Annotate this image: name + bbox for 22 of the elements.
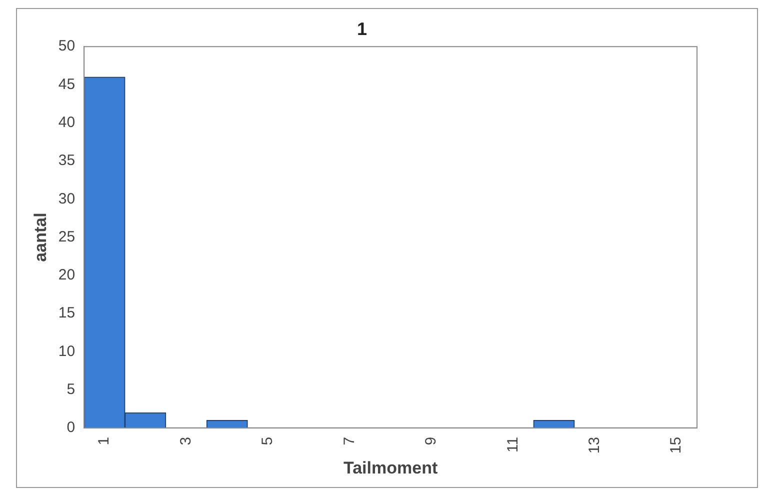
- y-tick-label: 0: [66, 419, 76, 436]
- x-tick-label: 3: [177, 436, 194, 446]
- y-tick-label: 45: [58, 76, 76, 93]
- y-tick-label: 50: [58, 38, 76, 55]
- y-tick-label: 15: [58, 304, 76, 322]
- chart-title: 1: [356, 18, 368, 39]
- y-tick-label: 40: [58, 114, 76, 132]
- y-tick-label: 35: [58, 152, 76, 170]
- x-tick-label: 9: [422, 436, 440, 446]
- x-tick-label: 11: [504, 436, 522, 452]
- x-axis-title: Tailmoment: [343, 458, 438, 478]
- x-tick-label: 1: [96, 436, 113, 446]
- x-tick-label: 15: [668, 436, 685, 454]
- y-tick-label: 5: [66, 380, 76, 398]
- y-tick-label: 30: [58, 190, 76, 208]
- y-tick-label: 20: [58, 266, 76, 284]
- x-tick-label: 13: [586, 436, 603, 454]
- y-axis-title: aantal: [30, 212, 50, 262]
- x-tick-label: 5: [259, 436, 276, 446]
- y-tick-label: 10: [58, 342, 76, 360]
- y-tick-label: 25: [58, 228, 76, 246]
- x-tick-label: 7: [340, 436, 358, 446]
